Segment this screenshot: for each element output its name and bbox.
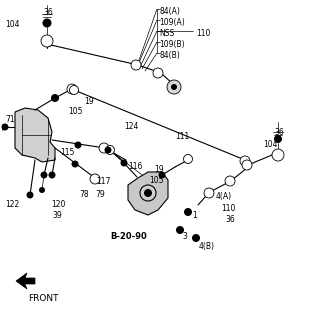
- Text: 115: 115: [60, 148, 74, 157]
- Text: 111: 111: [175, 132, 189, 141]
- Circle shape: [90, 174, 100, 184]
- Text: 1: 1: [192, 211, 197, 220]
- Text: 116: 116: [128, 162, 142, 171]
- Circle shape: [131, 60, 141, 70]
- Text: 120: 120: [51, 200, 66, 209]
- Circle shape: [105, 146, 115, 155]
- Circle shape: [2, 124, 9, 131]
- Text: 105: 105: [68, 107, 83, 116]
- Circle shape: [274, 135, 282, 143]
- Circle shape: [140, 185, 156, 201]
- Circle shape: [184, 208, 192, 216]
- Circle shape: [104, 147, 112, 154]
- Text: 36: 36: [225, 215, 235, 224]
- Text: 84(A): 84(A): [159, 7, 180, 16]
- Circle shape: [272, 149, 284, 161]
- Circle shape: [153, 68, 163, 78]
- Text: 19: 19: [84, 97, 94, 106]
- Circle shape: [51, 94, 59, 102]
- Text: 110: 110: [196, 29, 210, 38]
- Polygon shape: [16, 273, 35, 289]
- Circle shape: [242, 160, 252, 170]
- Circle shape: [121, 159, 128, 166]
- Text: 122: 122: [5, 200, 19, 209]
- Circle shape: [176, 226, 184, 234]
- Circle shape: [225, 176, 235, 186]
- Text: 36: 36: [43, 8, 53, 17]
- Text: 39: 39: [52, 211, 62, 220]
- Text: 124: 124: [124, 122, 138, 131]
- Text: 104: 104: [263, 140, 277, 149]
- Text: 4(A): 4(A): [216, 192, 232, 201]
- Circle shape: [167, 80, 181, 94]
- Text: 78: 78: [79, 190, 89, 199]
- Circle shape: [159, 172, 166, 179]
- Circle shape: [184, 155, 193, 164]
- Text: 19: 19: [154, 165, 164, 174]
- Circle shape: [39, 187, 45, 193]
- Polygon shape: [128, 172, 168, 215]
- Text: 71: 71: [5, 115, 15, 124]
- Circle shape: [204, 188, 214, 198]
- Circle shape: [240, 156, 250, 166]
- Text: 4(B): 4(B): [199, 242, 215, 251]
- Circle shape: [71, 161, 78, 167]
- Circle shape: [40, 172, 48, 179]
- Circle shape: [74, 141, 82, 148]
- Text: NSS: NSS: [159, 29, 174, 38]
- Text: 105: 105: [149, 176, 163, 185]
- Circle shape: [27, 191, 33, 198]
- Text: 117: 117: [96, 177, 110, 186]
- Circle shape: [70, 85, 78, 94]
- Circle shape: [41, 35, 53, 47]
- Text: FRONT: FRONT: [28, 294, 58, 303]
- Circle shape: [171, 84, 177, 90]
- Text: 84(B): 84(B): [159, 51, 180, 60]
- Text: 110: 110: [221, 204, 235, 213]
- Polygon shape: [15, 108, 55, 162]
- Text: 3: 3: [182, 232, 187, 241]
- Circle shape: [192, 234, 200, 242]
- Text: B-20-90: B-20-90: [110, 232, 147, 241]
- Text: 109(B): 109(B): [159, 40, 184, 49]
- Circle shape: [99, 143, 109, 153]
- Circle shape: [43, 19, 52, 28]
- Circle shape: [144, 189, 152, 197]
- Circle shape: [49, 172, 56, 179]
- Text: 36: 36: [274, 128, 284, 137]
- Text: 109(A): 109(A): [159, 18, 185, 27]
- Text: 104: 104: [5, 20, 19, 29]
- Circle shape: [67, 84, 77, 94]
- Text: 79: 79: [95, 190, 105, 199]
